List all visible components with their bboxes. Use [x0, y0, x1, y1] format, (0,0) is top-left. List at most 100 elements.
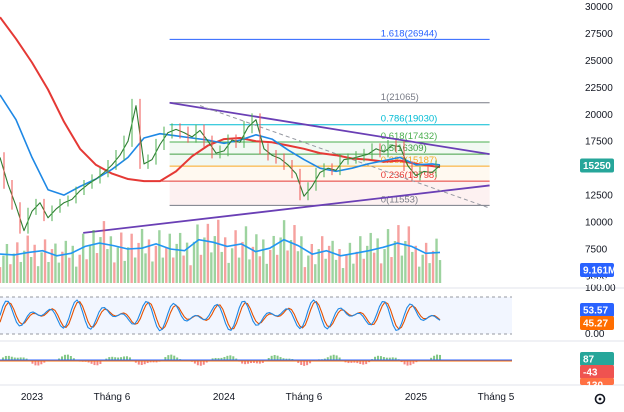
price-tick-label: 7500: [585, 245, 608, 256]
volume-value-badge: 9.161M: [580, 263, 616, 277]
volume-bar: [106, 249, 108, 283]
volume-value-badge-text: 9.161M: [583, 266, 616, 277]
volume-bar: [224, 237, 226, 283]
volume-bar: [151, 261, 153, 283]
volume-bar: [113, 262, 115, 283]
volume-bar: [255, 234, 257, 283]
volume-bar: [144, 253, 146, 283]
volume-bar: [120, 233, 122, 283]
volume-bar: [207, 224, 209, 283]
volume-bar: [266, 264, 268, 283]
volume-bar: [404, 241, 406, 283]
time-tick-label: 2025: [405, 392, 428, 403]
volume-bar: [387, 229, 389, 283]
volume-bar: [0, 267, 1, 283]
stoch-k-badge: 53.57: [580, 303, 614, 317]
time-tick-label: 2023: [21, 392, 44, 403]
volume-bar: [425, 243, 427, 283]
volume-bar: [82, 234, 84, 283]
volume-bar: [65, 241, 67, 283]
macd-top-badge: 87: [580, 352, 614, 366]
volume-bar: [352, 264, 354, 283]
volume-bar: [238, 258, 240, 283]
volume-bar: [217, 220, 219, 283]
volume-bar: [221, 252, 223, 283]
volume-bar: [279, 237, 281, 283]
price-tick-label: 30000: [585, 2, 613, 13]
volume-bar: [408, 226, 410, 283]
volume-bar: [30, 257, 32, 283]
volume-bar: [172, 258, 174, 284]
price-tick-label: 27500: [585, 29, 613, 40]
volume-bar: [182, 256, 184, 283]
volume-bar: [44, 239, 46, 283]
volume-marker-label: 1.990M: [583, 277, 616, 288]
volume-bar: [304, 267, 306, 283]
macd-mid-badge: -43: [580, 365, 614, 379]
volume-bar: [269, 250, 271, 283]
price-tick-label: 17500: [585, 137, 613, 148]
volume-bar: [165, 247, 167, 283]
volume-bar: [103, 221, 105, 283]
volume-bar: [124, 261, 126, 283]
last-price-badge: 15250: [580, 158, 614, 172]
stoch-k-badge-text: 53.57: [583, 306, 608, 317]
volume-bar: [321, 236, 323, 283]
volume-bar: [200, 255, 202, 283]
volume-bar: [89, 245, 91, 283]
price-tick-label: 20000: [585, 110, 613, 121]
fib-label: 1(21065): [381, 92, 419, 103]
volume-bar: [210, 252, 212, 283]
fib-band: [170, 181, 490, 205]
volume-bar: [179, 233, 181, 283]
volume-bar: [349, 243, 351, 283]
macd-bottom-badge-text: -130: [583, 381, 603, 392]
volume-bar: [92, 230, 94, 283]
volume-bar: [189, 265, 191, 283]
volume-bar: [428, 263, 430, 283]
volume-bar: [248, 259, 250, 283]
volume-bar: [331, 241, 333, 283]
volume-bar: [61, 252, 63, 283]
volume-bar: [259, 256, 261, 283]
price-tick-label: 25000: [585, 56, 613, 67]
volume-bar: [85, 259, 87, 283]
volume-bar: [134, 258, 136, 284]
volume-bar: [155, 246, 157, 283]
volume-bar: [162, 258, 164, 283]
volume-bar: [401, 256, 403, 283]
volume-bar: [193, 242, 195, 283]
volume-bar: [2, 256, 4, 283]
time-tick-label: Tháng 6: [94, 392, 131, 403]
macd-top-badge-text: 87: [583, 355, 595, 366]
volume-bar: [27, 236, 29, 283]
volume-bar: [9, 264, 11, 283]
volume-bar: [47, 262, 49, 283]
volume-bar: [54, 244, 56, 283]
time-tick-label: Tháng 6: [286, 392, 323, 403]
volume-bar: [252, 247, 254, 283]
volume-bar: [415, 246, 417, 283]
volume-bar: [380, 263, 382, 283]
volume-bar: [169, 234, 171, 283]
volume-bar: [23, 251, 25, 283]
volume-bar: [290, 240, 292, 283]
volume-bar: [68, 258, 70, 283]
volume-bar: [196, 224, 198, 283]
volume-bar: [78, 255, 80, 283]
volume-bar: [439, 260, 441, 283]
volume-bar: [127, 247, 129, 283]
volume-bar: [293, 225, 295, 283]
volume-bar: [335, 260, 337, 283]
volume-bar: [383, 249, 385, 283]
stoch-d-badge: 45.27: [580, 316, 614, 330]
volume-bar: [390, 257, 392, 283]
volume-bar: [397, 225, 399, 283]
volume-bar: [363, 259, 365, 283]
time-tick-label: Tháng 5: [478, 392, 515, 403]
volume-bar: [234, 230, 236, 283]
volume-bar: [13, 254, 15, 283]
volume-bar: [432, 251, 434, 283]
